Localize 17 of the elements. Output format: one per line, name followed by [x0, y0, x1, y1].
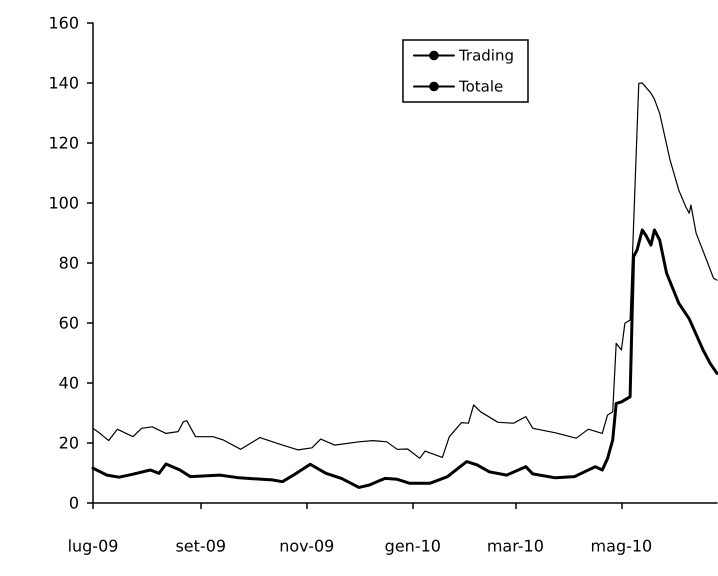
x-tick-label: mar-10 [486, 536, 544, 556]
y-tick-label: 20 [58, 434, 79, 452]
x-tick-label: mag-10 [590, 536, 652, 556]
legend-label: Trading [458, 46, 514, 64]
y-tick-label: 0 [68, 494, 79, 512]
y-tick-label: 60 [58, 314, 79, 332]
x-tick-label: gen-10 [384, 536, 441, 556]
x-tick-label: set-09 [175, 536, 226, 556]
y-tick-label: 120 [48, 134, 79, 152]
x-tick-label: lug-09 [68, 536, 118, 556]
legend-label: Totale [458, 78, 504, 96]
y-tick-label: 140 [48, 74, 79, 92]
y-tick-label: 160 [48, 14, 79, 32]
y-tick-label: 80 [58, 254, 79, 272]
x-tick-label: nov-09 [279, 536, 334, 556]
y-tick-label: 100 [48, 194, 79, 212]
y-tick-label: 40 [58, 374, 79, 392]
